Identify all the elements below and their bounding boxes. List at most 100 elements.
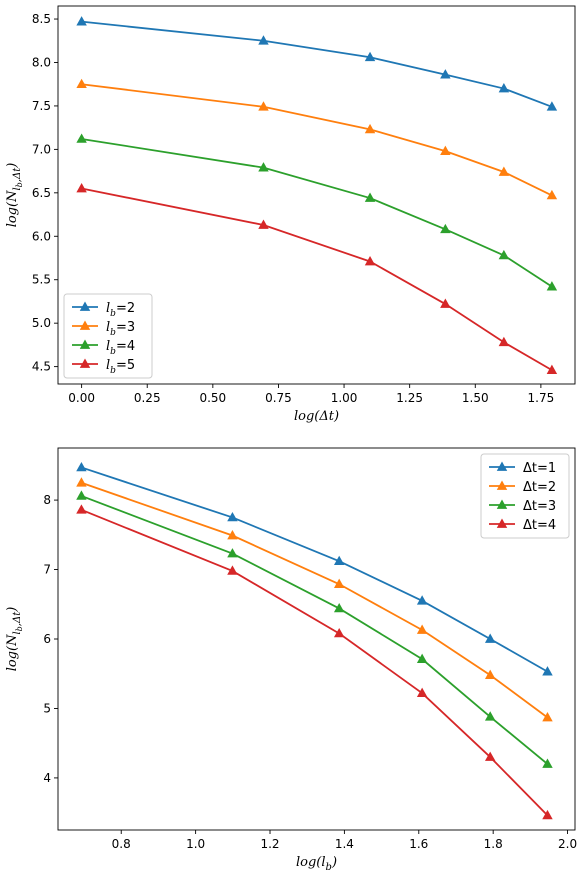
series-1-point-4 xyxy=(484,669,496,679)
legend-marker-3 xyxy=(496,518,508,528)
series-3-point-1 xyxy=(258,219,269,229)
axes-frame xyxy=(57,5,576,385)
series-0-point-5 xyxy=(546,101,558,111)
y-tick-label: 8 xyxy=(43,493,51,507)
x-tick-label: 1.00 xyxy=(331,391,358,405)
x-tick-label: 1.25 xyxy=(396,391,423,405)
series-0-point-5 xyxy=(542,666,553,676)
series-1-point-2 xyxy=(364,123,376,134)
y-tick-label: 6 xyxy=(43,632,51,646)
series-2-point-5 xyxy=(546,281,558,291)
legend-box xyxy=(480,453,570,539)
y-tick-label: 5.5 xyxy=(32,273,51,287)
y-tick-label: 4 xyxy=(43,771,51,785)
series-2-point-2 xyxy=(364,192,376,202)
y-tick-label: 6.5 xyxy=(32,186,51,200)
series-0-point-0 xyxy=(76,461,87,472)
x-axis-label: log(Δt) xyxy=(294,409,339,424)
x-tick-label: 2.0 xyxy=(558,837,577,851)
legend-label-2: Δt=3 xyxy=(523,499,556,514)
chart-bottom: 0.8 1.0 1.2 1.4 1.6 1.8 2.0 4 5 6 7 8 log(lb) log(Nlb… xyxy=(5,447,577,873)
series-3-point-5 xyxy=(542,809,553,820)
legend: Δt=1 Δt=2 Δt=3 Δt=4 xyxy=(480,453,570,539)
legend-label-0: lb=2 xyxy=(106,301,135,319)
series-2-point-0 xyxy=(76,133,87,143)
series-1-point-5 xyxy=(542,711,553,722)
series-line-2 xyxy=(81,495,549,765)
legend-box xyxy=(63,293,153,379)
series-2-point-4 xyxy=(484,711,496,721)
legend-marker-1 xyxy=(496,480,508,490)
series-2-point-2 xyxy=(333,602,345,613)
y-tick-label: 6.0 xyxy=(32,229,51,243)
legend-marker-0 xyxy=(79,301,91,311)
series-line-1 xyxy=(81,83,553,197)
y-tick-label: 5.0 xyxy=(32,316,51,330)
series-0-point-1 xyxy=(227,511,238,522)
series-1-point-3 xyxy=(416,624,428,634)
y-axis-label: log(Nlb,Δt) xyxy=(5,607,24,672)
series-3-point-3 xyxy=(416,687,428,698)
y-tick-label: 8.0 xyxy=(32,55,51,69)
series-2-point-4 xyxy=(498,249,510,260)
legend-label-3: lb=5 xyxy=(106,358,135,376)
legend-label-1: Δt=2 xyxy=(523,480,556,495)
series-3-point-0 xyxy=(76,182,87,193)
series-1-point-3 xyxy=(440,145,451,155)
series-3-point-1 xyxy=(227,565,238,575)
series-0-point-0 xyxy=(76,16,87,26)
series-0-point-2 xyxy=(364,51,376,62)
y-tick-label: 5 xyxy=(43,701,51,715)
x-tick-label: 1.4 xyxy=(335,837,354,851)
series-3-point-0 xyxy=(76,504,87,514)
series-line-1 xyxy=(81,481,549,719)
x-tick-label: 0.00 xyxy=(68,391,95,405)
series-2-point-1 xyxy=(258,162,269,172)
series-2-point-3 xyxy=(416,653,428,663)
x-axis-label: log(lb) xyxy=(296,855,337,873)
series-0-point-4 xyxy=(498,83,510,93)
series-3-point-4 xyxy=(498,336,510,347)
series-1-point-1 xyxy=(258,101,269,111)
series-1-point-5 xyxy=(546,189,558,200)
series-0-point-3 xyxy=(440,69,451,79)
legend-label-2: lb=4 xyxy=(106,339,135,357)
legend-label-0: Δt=1 xyxy=(523,461,556,476)
legend-marker-0 xyxy=(496,461,508,471)
series-line-3 xyxy=(81,508,549,817)
series-0-point-2 xyxy=(333,555,345,566)
legend-marker-2 xyxy=(79,339,91,349)
series-line-0 xyxy=(81,466,548,673)
y-tick-label: 4.5 xyxy=(32,360,51,374)
series-3-point-3 xyxy=(440,298,451,308)
x-tick-label: 0.8 xyxy=(112,837,131,851)
series-line-2 xyxy=(81,138,553,288)
x-tick-label: 1.50 xyxy=(462,391,489,405)
x-tick-label: 0.25 xyxy=(134,391,161,405)
y-tick-label: 8.5 xyxy=(32,12,51,26)
y-axis-label: log(Nlb,Δt) xyxy=(5,163,24,228)
series-1-point-0 xyxy=(76,78,87,89)
series-1-point-4 xyxy=(498,166,510,176)
series-2-point-5 xyxy=(542,758,553,768)
legend-marker-1 xyxy=(79,320,91,330)
series-0-point-4 xyxy=(484,633,496,643)
series-2-point-3 xyxy=(440,223,451,234)
series-1-point-0 xyxy=(76,477,87,487)
legend-label-3: Δt=4 xyxy=(523,518,556,533)
x-tick-label: 0.75 xyxy=(265,391,292,405)
series-3-point-2 xyxy=(364,255,376,266)
series-line-3 xyxy=(81,187,553,371)
chart-top: 0.00 0.25 0.50 0.75 1.00 1.25 1.50 1.75 4.5 5.0 5.… xyxy=(5,5,576,424)
series-1-point-2 xyxy=(333,578,345,588)
legend-label-1: lb=3 xyxy=(106,320,135,338)
series-0-point-1 xyxy=(258,35,269,45)
x-tick-label: 1.8 xyxy=(484,837,503,851)
x-tick-label: 1.0 xyxy=(186,837,205,851)
series-2-point-0 xyxy=(76,490,87,500)
y-tick-label: 7.0 xyxy=(32,142,51,156)
y-tick-label: 7.5 xyxy=(32,99,51,113)
series-3-point-4 xyxy=(484,751,496,761)
x-tick-label: 1.75 xyxy=(528,391,555,405)
